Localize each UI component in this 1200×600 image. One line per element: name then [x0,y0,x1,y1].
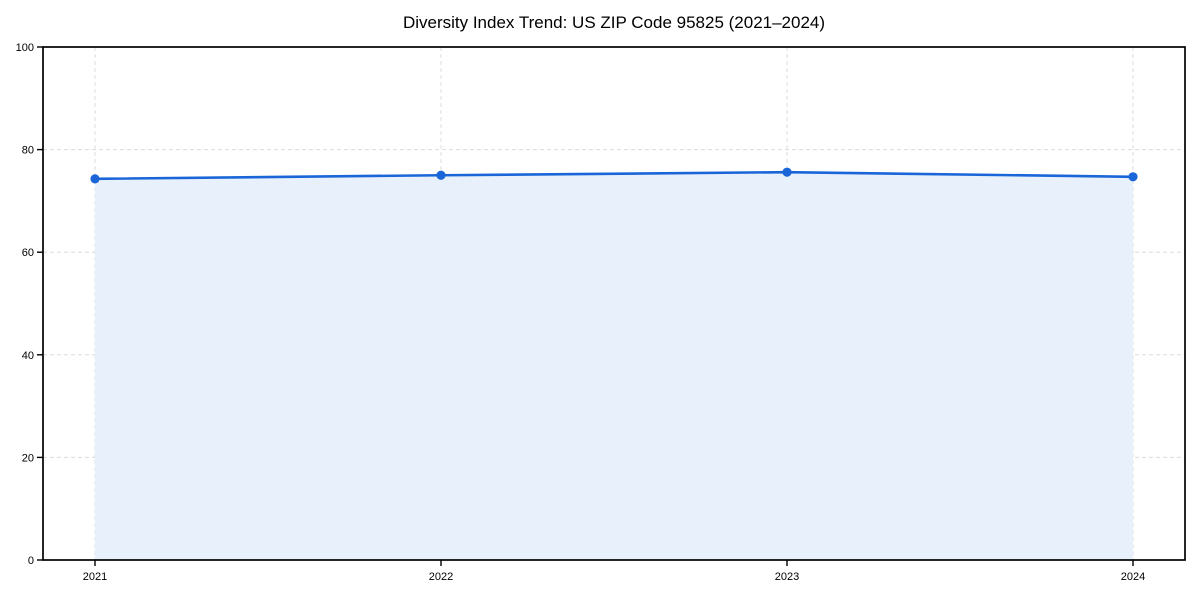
data-line [93,170,1135,181]
area-fill [95,172,1133,560]
y-tick-label: 60 [22,247,34,259]
axis-ticks: 0 20 40 60 80 100 2021 2022 2023 2024 [16,42,1146,583]
x-tick-label: 2023 [775,571,799,583]
axes-frame [42,46,1186,561]
y-tick-label: 100 [16,42,34,54]
x-tick-label: 2024 [1121,571,1145,583]
y-tick-label: 20 [22,452,34,464]
x-tick-label: 2022 [429,571,453,583]
y-tick-label: 40 [22,350,34,362]
y-tick-label: 80 [22,145,34,157]
data-point-2024 [1128,172,1138,182]
data-point-2021 [90,174,100,184]
y-tick-label: 0 [28,555,34,567]
x-tick-label: 2021 [83,571,107,583]
data-point-2023 [782,167,792,177]
data-point-2022 [436,170,446,180]
chart-title: Diversity Index Trend: US ZIP Code 95825… [402,13,826,32]
data-markers [90,167,1138,184]
